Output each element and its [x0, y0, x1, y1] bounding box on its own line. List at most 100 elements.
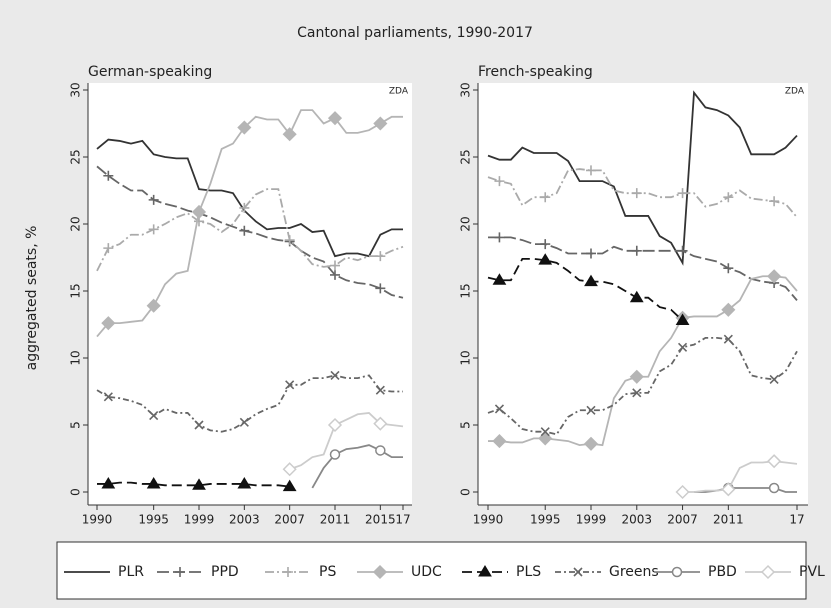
- marker: [586, 405, 596, 415]
- marker: [538, 253, 553, 265]
- marker: [723, 334, 733, 344]
- legend-label: PLR: [118, 564, 144, 580]
- series-line: [311, 444, 403, 489]
- x-tick-label: 17: [789, 513, 804, 527]
- y-tick-label: 15: [69, 283, 83, 298]
- marker: [103, 170, 114, 181]
- marker: [237, 120, 252, 135]
- y-tick-label: 0: [69, 488, 83, 496]
- marker: [586, 165, 596, 176]
- marker: [282, 127, 297, 142]
- marker: [584, 274, 598, 287]
- marker: [629, 290, 644, 303]
- marker: [373, 416, 388, 431]
- series-line: [487, 337, 798, 436]
- marker: [494, 176, 505, 187]
- marker: [631, 188, 642, 199]
- marker: [675, 484, 690, 500]
- marker: [146, 298, 161, 313]
- marker: [767, 454, 782, 469]
- y-tick-label: 30: [459, 82, 473, 97]
- marker: [767, 269, 782, 284]
- marker: [330, 260, 340, 271]
- y-tick-label: 10: [459, 350, 473, 365]
- y-tick-label: 25: [69, 149, 83, 164]
- marker: [327, 417, 343, 433]
- marker: [629, 369, 644, 384]
- marker: [631, 245, 642, 256]
- marker: [492, 273, 507, 285]
- marker: [239, 202, 250, 213]
- marker: [146, 476, 161, 489]
- legend-label: UDC: [411, 564, 442, 580]
- marker: [375, 251, 386, 262]
- marker: [721, 482, 736, 497]
- series-line: [96, 165, 404, 299]
- x-tick-label: 1995: [138, 513, 169, 527]
- x-tick-label: 17: [395, 513, 410, 527]
- y-tick-label: 10: [69, 350, 83, 365]
- series-line: [487, 168, 798, 218]
- marker: [478, 565, 492, 577]
- y-tick-label: 25: [459, 149, 473, 164]
- marker: [540, 239, 551, 250]
- marker: [671, 566, 683, 578]
- x-tick-label: 2003: [229, 513, 260, 527]
- x-tick-label: 1995: [530, 513, 561, 527]
- x-tick-label: 1999: [184, 513, 215, 527]
- marker: [191, 204, 207, 220]
- plot-area: [88, 83, 412, 505]
- marker: [327, 111, 343, 126]
- marker: [101, 316, 116, 331]
- marker: [492, 434, 507, 449]
- series-line: [487, 257, 684, 322]
- x-tick-label: 2003: [622, 513, 653, 527]
- marker: [573, 567, 583, 577]
- legend-label: PVL: [799, 564, 825, 580]
- marker: [675, 313, 690, 325]
- y-tick-label: 5: [69, 421, 83, 429]
- x-tick-label: 2015: [365, 513, 396, 527]
- x-tick-label: 2011: [320, 513, 351, 527]
- marker: [769, 374, 779, 385]
- x-tick-label: 1990: [473, 513, 504, 527]
- legend-label: PBD: [708, 564, 737, 580]
- series-line: [96, 138, 403, 258]
- series-line: [96, 188, 404, 272]
- marker: [375, 445, 386, 456]
- marker: [677, 188, 688, 199]
- x-tick-label: 2007: [667, 513, 698, 527]
- marker: [103, 392, 113, 402]
- marker: [101, 476, 116, 489]
- annotation: ZDA: [785, 87, 805, 97]
- marker: [149, 411, 159, 421]
- marker: [103, 243, 114, 254]
- x-tick-label: 2011: [713, 513, 744, 527]
- marker: [723, 263, 734, 274]
- annotation: ZDA: [389, 87, 409, 97]
- marker: [194, 420, 204, 430]
- marker: [372, 564, 388, 580]
- y-tick-label: 30: [69, 82, 83, 97]
- marker: [540, 192, 551, 203]
- plot-area: [478, 83, 808, 505]
- marker: [721, 302, 736, 317]
- legend-label: Greens: [609, 564, 659, 580]
- marker: [330, 370, 340, 380]
- series-line: [487, 90, 798, 266]
- marker: [282, 479, 297, 492]
- marker: [239, 417, 249, 427]
- legend-label: PS: [319, 564, 336, 580]
- marker: [175, 567, 185, 577]
- marker: [677, 245, 688, 256]
- marker: [148, 194, 159, 205]
- series-line: [96, 109, 403, 338]
- marker: [375, 385, 385, 395]
- panel-title: French-speaking: [478, 64, 593, 80]
- marker: [632, 388, 642, 398]
- marker: [760, 564, 776, 580]
- figure-title: Cantonal parliaments, 1990-2017: [297, 25, 533, 41]
- y-tick-label: 0: [459, 488, 473, 496]
- marker: [192, 478, 206, 490]
- marker: [494, 232, 505, 243]
